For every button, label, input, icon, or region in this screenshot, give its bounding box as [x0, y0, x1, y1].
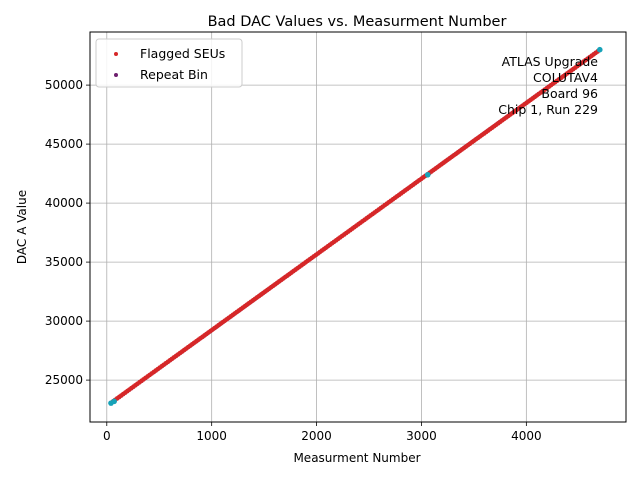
x-tick-label: 3000 — [406, 429, 437, 443]
y-axis-label: DAC A Value — [15, 190, 29, 264]
y-tick-label: 35000 — [45, 255, 83, 269]
axis-ticks: 0 1000 2000 3000 4000 25000 30000 35000 40000 450… — [45, 78, 542, 443]
y-tick-label: 50000 — [45, 78, 83, 92]
data-point — [424, 171, 431, 178]
legend: Flagged SEUs Repeat Bin — [95, 38, 243, 88]
legend-label-flagged: Flagged SEUs — [140, 46, 225, 61]
legend-marker-repeat — [114, 73, 118, 77]
data-point — [596, 46, 603, 53]
x-tick-label: 2000 — [301, 429, 332, 443]
x-tick-label: 0 — [103, 429, 111, 443]
series-endpoints — [108, 46, 603, 406]
x-tick-label: 4000 — [511, 429, 542, 443]
legend-marker-flagged — [114, 52, 118, 56]
data-point — [111, 398, 117, 405]
x-tick-label: 1000 — [196, 429, 227, 443]
annotation-line-3: Board 96 — [541, 86, 598, 101]
y-tick-label: 40000 — [45, 196, 83, 210]
y-tick-label: 45000 — [45, 137, 83, 151]
data-series — [108, 46, 603, 406]
annotation-line-2: COLUTAV4 — [533, 70, 598, 85]
legend-label-repeat: Repeat Bin — [140, 67, 208, 82]
y-tick-label: 25000 — [45, 373, 83, 387]
y-tick-label: 30000 — [45, 314, 83, 328]
chart-title: Bad DAC Values vs. Measurment Number — [208, 14, 507, 30]
x-axis-label: Measurment Number — [293, 451, 420, 465]
plot-frame — [89, 31, 627, 423]
annotation-line-1: ATLAS Upgrade — [502, 54, 599, 69]
run-annotation: ATLAS Upgrade COLUTAV4 Board 96 Chip 1, … — [498, 54, 598, 117]
legend-box — [95, 38, 243, 88]
annotation-line-4: Chip 1, Run 229 — [498, 102, 598, 117]
